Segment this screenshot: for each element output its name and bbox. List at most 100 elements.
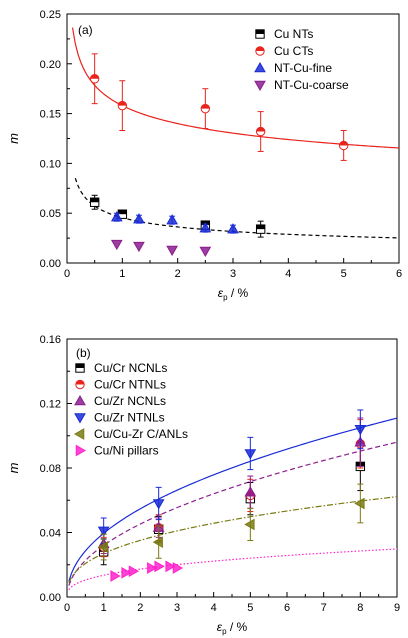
data-point [128, 565, 140, 578]
data-point [110, 211, 123, 222]
y-axis-label: m [6, 462, 21, 473]
x-tick-label: 4 [211, 602, 217, 614]
data-point-fill [118, 101, 127, 106]
data-point [244, 518, 255, 531]
legend-marker-fill [255, 46, 265, 51]
data-point [354, 497, 365, 510]
data-point [166, 214, 178, 225]
y-tick-label: 0.12 [40, 399, 61, 411]
x-tick-label: 7 [321, 602, 327, 614]
data-point [199, 222, 212, 233]
data-point-fill [256, 224, 265, 230]
legend-marker-fill [255, 29, 265, 34]
y-tick-label: 0.00 [40, 592, 61, 604]
legend-label: Cu NTs [274, 27, 313, 41]
series-5 [97, 483, 365, 561]
legend-label: Cu/Cr NTNLs [94, 378, 166, 392]
fit-curve-2 [68, 441, 398, 586]
data-point-fill [90, 74, 99, 79]
data-point [97, 526, 110, 537]
x-tick-label: 3 [174, 602, 180, 614]
legend-marker [74, 413, 86, 424]
legend-marker [254, 61, 266, 73]
fit-curve-1 [68, 417, 398, 582]
data-point [172, 562, 184, 574]
y-tick-label: 0.04 [40, 528, 61, 540]
fit-curve-3 [68, 496, 398, 584]
x-axis-subscript: p [222, 627, 227, 636]
fit-curve-2 [74, 178, 400, 239]
legend-label: Cu/Zr NTNLs [94, 411, 165, 425]
legend-label: Cu CTs [274, 44, 313, 58]
x-tick-label: 1 [101, 602, 107, 614]
y-tick-label: 0.15 [40, 109, 61, 121]
data-point-fill [201, 104, 210, 109]
series-4 [110, 239, 212, 258]
data-point [152, 499, 165, 510]
y-tick-label: 0.25 [40, 9, 61, 21]
data-point [244, 449, 257, 460]
data-point [354, 425, 367, 436]
y-tick-label: 0.05 [40, 208, 61, 220]
x-tick-label: 8 [357, 602, 363, 614]
x-axis-unit: / % [227, 620, 248, 634]
series-4 [97, 409, 367, 545]
x-axis-subscript: p [223, 293, 228, 302]
x-tick-label: 3 [230, 268, 236, 280]
x-axis-symbol: ε [218, 286, 224, 300]
legend-label: Cu/Cr NCNLs [94, 361, 167, 375]
data-point [166, 245, 178, 257]
x-tick-label: 5 [247, 602, 253, 614]
data-point [244, 486, 257, 497]
data-point [133, 213, 145, 224]
data-point [110, 570, 121, 582]
legend-marker [74, 394, 86, 406]
series-6 [110, 560, 184, 582]
x-tick-label: 2 [137, 602, 143, 614]
legend: Cu/Cr NCNLs Cu/Cr NTNLs Cu/Zr NCNLs Cu/Zr N… [73, 361, 188, 458]
legend-marker-fill [75, 380, 85, 385]
x-axis-label: εp / % [217, 620, 248, 636]
x-axis-unit: / % [228, 286, 249, 300]
x-tick-label: 4 [285, 268, 291, 280]
data-point-fill [256, 127, 265, 132]
legend-marker [75, 444, 87, 457]
data-point [97, 541, 108, 553]
data-point [147, 562, 158, 574]
chart-panel-1: 0 1 2 3 4 5 6 0.00 0.05 0.10 0.15 0.20 0.25 εp / % m (a… [6, 9, 402, 302]
panel-label: (b) [76, 346, 91, 360]
chart-panel-2: 0 1 2 3 4 5 6 7 8 9 0.00 0.04 0.08 0.12 0.16 εp / % m (b)… [6, 334, 400, 636]
legend-label: Cu/Zr NCNLs [94, 394, 166, 408]
legend-label: Cu/Cu-Zr C/ANLs [94, 427, 188, 441]
fit-curve-1 [71, 27, 400, 149]
legend-marker [254, 80, 266, 92]
data-point [133, 241, 145, 253]
data-point [110, 239, 123, 251]
data-point [227, 223, 239, 234]
y-tick-label: 0.16 [40, 334, 61, 346]
x-tick-label: 9 [394, 602, 400, 614]
x-tick-label: 0 [64, 268, 70, 280]
x-tick-label: 1 [119, 268, 125, 280]
x-axis-label: εp / % [218, 286, 249, 302]
data-point-fill [118, 209, 127, 215]
data-point [199, 246, 212, 258]
x-tick-label: 6 [396, 268, 402, 280]
data-point [121, 566, 132, 579]
fit-curve-4 [68, 548, 398, 591]
data-point [165, 560, 176, 573]
y-tick-label: 0.00 [40, 258, 61, 270]
panel-label: (a) [78, 23, 93, 37]
series-3 [110, 211, 239, 234]
x-axis-symbol: ε [217, 620, 223, 634]
data-point [154, 560, 165, 573]
data-point-fill [90, 198, 99, 203]
legend-marker [73, 428, 85, 440]
legend-label: NT-Cu-coarse [274, 78, 349, 92]
x-tick-label: 2 [175, 268, 181, 280]
y-tick-label: 0.10 [40, 158, 61, 170]
x-tick-label: 0 [64, 602, 70, 614]
legend-marker-fill [75, 363, 85, 368]
y-axis-label: m [6, 133, 21, 144]
